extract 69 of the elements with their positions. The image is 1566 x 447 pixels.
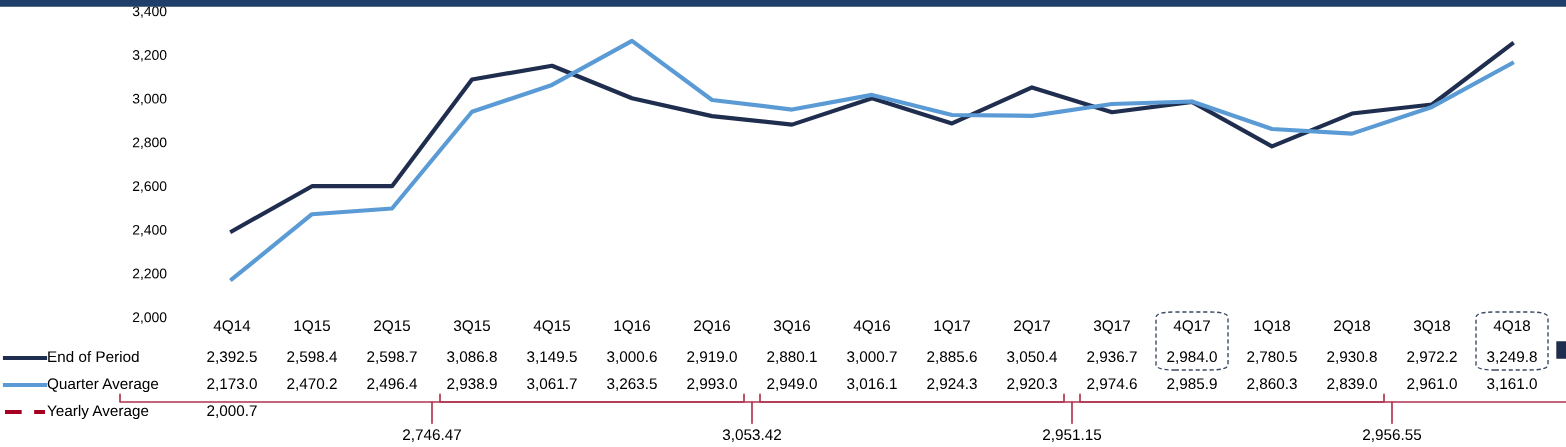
y-tick-label: 2,200 — [132, 268, 167, 281]
data-label: 2,885.6 — [927, 351, 977, 364]
data-label: 2,920.3 — [1007, 378, 1057, 391]
data-label: 2,839.0 — [1327, 378, 1377, 391]
line-series — [229, 41, 1515, 234]
data-label: 3,086.8 — [447, 351, 497, 364]
text: 2,951.15 — [1043, 429, 1102, 442]
data-label: 3,061.7 — [527, 378, 577, 391]
x-tick-label: 2Q17 — [1014, 320, 1050, 334]
data-label: 2,880.1 — [767, 351, 817, 364]
x-tick-label: 1Q17 — [934, 320, 970, 334]
text: 2,956.55 — [1363, 429, 1422, 442]
x-tick-label: 3Q17 — [1093, 320, 1130, 334]
data-label: 3,000.6 — [607, 351, 657, 364]
x-tick-label: 4Q15 — [533, 320, 571, 334]
data-label: 2,972.2 — [1407, 351, 1457, 364]
data-label: 2,930.8 — [1327, 351, 1377, 364]
y-tick-label: 2,400 — [132, 224, 167, 237]
text: 3,053.42 — [722, 429, 781, 442]
data-label: 3,000.7 — [847, 351, 897, 364]
y-tick-label: 2,600 — [132, 181, 167, 193]
text: 2,746.47 — [403, 429, 461, 442]
data-label: 3,161.0 — [1487, 378, 1537, 391]
data-label: 3,016.1 — [847, 378, 897, 391]
x-tick-label: 3Q18 — [1413, 320, 1451, 334]
legend-label: Yearly Average — [47, 404, 149, 420]
x-tick-label: 1Q18 — [1254, 320, 1291, 334]
data-label: 2,392.5 — [207, 351, 257, 364]
y-tick-label: 3,200 — [132, 50, 167, 62]
data-label: 3,149.5 — [527, 351, 577, 364]
data-label: 2,470.2 — [287, 378, 337, 391]
x-tick-label: 2Q18 — [1334, 320, 1371, 334]
data-label: 2,961.0 — [1407, 378, 1457, 391]
x-tick-label: 4Q17 — [1173, 320, 1210, 334]
x-tick-label: 2Q16 — [694, 320, 731, 334]
y-tick-label: 2,000 — [132, 312, 167, 324]
x-tick-label: 1Q16 — [614, 320, 651, 334]
x-tick-label: 3Q16 — [773, 320, 811, 334]
text: 2,000.7 — [207, 405, 257, 418]
data-label: 3,050.4 — [1007, 351, 1058, 364]
y-tick-label: 3,000 — [132, 93, 167, 106]
x-tick-label: 4Q18 — [1493, 320, 1531, 334]
data-label: 2,860.3 — [1247, 378, 1297, 391]
x-tick-label: 4Q14 — [213, 320, 251, 334]
data-label: 3,263.5 — [607, 378, 657, 391]
data-label: 2,924.3 — [927, 378, 977, 391]
line-series — [229, 38, 1515, 282]
data-label: 2,598.4 — [287, 351, 338, 364]
data-label: 2,598.7 — [367, 351, 417, 364]
data-label: 2,173.0 — [207, 378, 257, 391]
x-tick-label: 3Q15 — [453, 320, 491, 334]
data-label: 2,985.9 — [1167, 378, 1217, 391]
data-label: 2,984.0 — [1167, 351, 1217, 364]
legend-label: Quarter Average — [47, 378, 159, 393]
data-label: 3,249.8 — [1487, 351, 1537, 364]
data-label: 2,780.5 — [1247, 351, 1297, 364]
data-label: 2,496.4 — [367, 378, 418, 391]
data-label: 2,938.9 — [447, 378, 497, 391]
legend-label: End of Period — [48, 350, 139, 363]
x-tick-label: 1Q15 — [294, 320, 331, 334]
data-label: 2,936.7 — [1087, 351, 1137, 364]
data-label: 2,919.0 — [687, 351, 737, 364]
x-tick-label: 2Q15 — [374, 320, 411, 334]
data-label: 2,949.0 — [767, 378, 817, 391]
data-label: 2,993.0 — [687, 378, 737, 391]
y-tick-label: 3,400 — [132, 6, 167, 18]
x-tick-label: 4Q16 — [853, 320, 891, 334]
data-label: 2,974.6 — [1087, 378, 1137, 391]
y-tick-label: 2,800 — [132, 137, 167, 149]
